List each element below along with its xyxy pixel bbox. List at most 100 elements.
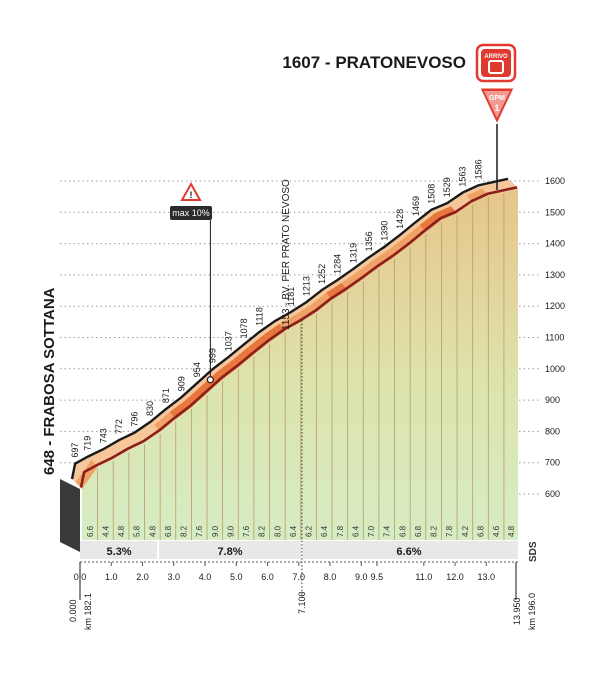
gradient-label: 4.6 [492,525,501,537]
altitude-label: 719 [83,436,93,451]
altitude-labels: 697 719 743 772 796 830 871 909 954 999 1037 1078 11… [70,159,483,457]
altitude-label: 796 [130,412,140,427]
half-km-stripes [97,193,505,540]
road-band-segment [232,347,254,368]
altitude-label: 743 [98,428,108,443]
distance-tick-label: 9.0 [355,572,368,582]
km-mid-distance: 7.100 [297,591,307,614]
gradient-label: 4.2 [461,525,470,537]
altitude-tick-labels: 600 700 800 900 1000 1100 1200 1300 1400 1500 1600 [545,176,565,499]
section-average-bar: 5.3% 7.8% 6.6% [80,320,518,598]
profile-fill [82,188,518,540]
km-start-distance: 0.000 [68,599,78,622]
distance-tick-label: 9.5 [371,572,384,582]
gpm-category: 1 [494,103,499,113]
altitude-label: 1252 [317,264,327,284]
altitude-tick-label: 1400 [545,239,565,249]
road-band-segment [247,334,270,355]
gradient-label: 4.8 [507,525,516,537]
altitude-label: 772 [114,419,124,434]
section-average-label: 6.6% [396,546,421,558]
altitude-label: 1078 [239,318,249,338]
gradient-label: 4.4 [101,525,110,537]
max-gradient-label: max 10% [172,208,210,218]
sds-logo: SDS [528,541,539,562]
altitude-tick-label: 700 [545,458,560,468]
road-band-segment [185,386,208,408]
altitude-label: 999 [208,348,218,363]
altitude-label: 830 [145,401,155,416]
gradient-label: 7.8 [336,525,345,537]
altitude-label: 1284 [333,254,343,274]
start-block-wall [60,478,80,552]
distance-tick-label: 1.0 [105,572,118,582]
gradient-labels: 6.6 4.4 4.8 5.8 4.8 6.8 8.2 7.6 9.0 9.0 7.6 8.2 8.0 6… [86,525,516,537]
road-band-segment [107,443,129,460]
altitude-label: 1118 [255,307,265,326]
altitude-label: 1319 [348,243,358,263]
distance-tick-label: 7.0 [293,572,306,582]
road-band-segment [435,206,458,220]
gradient-label: 5.8 [133,525,142,537]
altitude-label: 1469 [411,196,421,216]
road-band-segment [122,435,145,451]
altitude-tick-label: 1200 [545,301,565,311]
gradient-label: 7.6 [242,525,251,537]
gradient-label: 6.4 [351,525,360,537]
gpm-label: GPM [489,95,505,102]
road-band-segment [216,360,239,380]
km-end-km: km 196.0 [527,593,537,630]
gradient-label: 6.4 [320,525,329,537]
altitude-label: 1428 [395,209,405,229]
road-band-segment [294,305,317,323]
road-band-segment [326,282,348,300]
road-band-segment [451,195,473,214]
finish-badge: ARRIVO [475,43,517,83]
road-band-segment [404,225,426,245]
distance-axis: 0.0 1.0 2.0 3.0 4.0 5.0 6.0 7.0 8.0 9.0 9.5 11.0 12.… [74,561,518,600]
road-band-segment [357,260,379,279]
road-band-segment [341,271,364,290]
altitude-label: 871 [161,388,171,403]
distance-tick-label: 12.0 [446,572,464,582]
altitude-tick-label: 1500 [545,207,565,217]
warning-triangle-icon [180,181,202,201]
gradient-label: 9.0 [226,525,235,537]
road-band-segment [419,212,442,233]
road-band-segment [263,323,286,342]
altitude-label: 1181 [286,287,296,306]
road-band-segment [372,249,395,268]
road-line [79,186,518,488]
gradient-label: 8.0 [273,525,282,537]
gradient-label: 6.4 [289,525,298,537]
road-band-segment [154,412,176,433]
altitude-label: 1356 [364,231,374,251]
altitude-label: 1529 [442,177,452,197]
altitude-label: 1037 [223,331,233,351]
distance-tick-label: 6.0 [261,572,274,582]
section-average-label: 5.3% [107,546,132,558]
gradient-label: 6.8 [398,525,407,537]
gradient-label: 8.2 [258,525,267,537]
km-end-distance: 13.950 [512,597,522,625]
road-band-segment [279,315,301,331]
altitude-label: 954 [192,362,202,377]
junction-label: 1153 - BV. PER PRATO NEVOSO [281,179,292,330]
section-bar-background [80,541,518,559]
altitude-tick-label: 1300 [545,270,565,280]
altitude-label: 697 [70,443,80,458]
profile-top-edge [70,177,509,480]
altitude-label: 909 [176,376,186,391]
gradient-label: 7.4 [383,525,392,537]
distance-tick-label: 8.0 [324,572,337,582]
gradient-label: 7.8 [445,525,454,537]
distance-tick-label: 11.0 [415,572,432,582]
road-band [70,177,518,489]
altitude-tick-label: 1600 [545,176,565,186]
altitude-label: 1586 [473,159,483,179]
gradient-label: 8.2 [430,525,439,537]
distance-tick-label: 3.0 [168,572,181,582]
gradient-label: 9.0 [211,525,220,537]
distance-tick-label: 4.0 [199,572,212,582]
